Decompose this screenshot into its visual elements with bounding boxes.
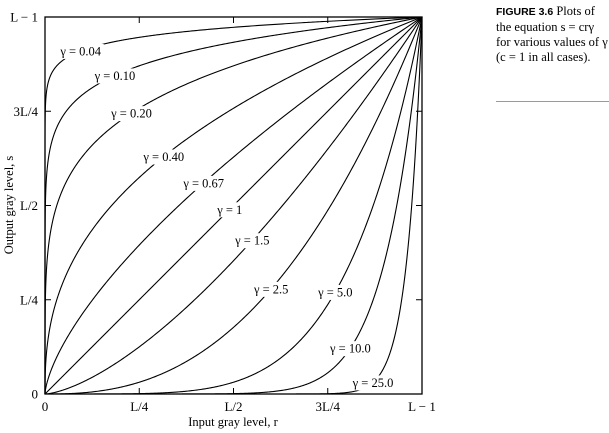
gamma-label: γ = 1.5 xyxy=(234,234,269,248)
gamma-label-background xyxy=(250,281,291,297)
gamma-label-group: γ = 0.04 γ = 0.10 γ = 0.20 γ = 0.40 γ = 0.67… xyxy=(57,43,396,391)
gamma-label-background xyxy=(180,175,227,191)
y-tick-label: L − 1 xyxy=(10,10,38,25)
x-tick-label: L/4 xyxy=(130,399,149,414)
caption-figure-number: FIGURE 3.6 xyxy=(496,6,554,18)
y-tick-label: L/4 xyxy=(20,292,39,307)
gamma-label: γ = 10.0 xyxy=(329,342,371,356)
gamma-label: γ = 0.10 xyxy=(94,69,136,83)
y-tick-label: 3L/4 xyxy=(13,104,38,119)
curve-gamma xyxy=(44,16,423,394)
gamma-curves-chart: γ = 0.04 γ = 0.10 γ = 0.20 γ = 0.40 γ = 0.67… xyxy=(2,10,436,430)
y-axis-title: Output gray level, s xyxy=(2,156,16,255)
figure-caption: FIGURE 3.6 Plots of the equation s = crγ… xyxy=(496,4,608,65)
tick-group: 00 L/4 L/4 L/2 L/2 3L/4 3L/4 L − 1 L − 1 xyxy=(10,10,436,415)
curve-gamma xyxy=(45,16,423,395)
gamma-label-background xyxy=(349,375,396,391)
gamma-label-background xyxy=(140,149,187,165)
gamma-label: γ = 25.0 xyxy=(352,376,394,390)
gamma-label-background xyxy=(327,341,373,357)
gamma-label-background xyxy=(57,43,104,59)
y-tick-label: 0 xyxy=(32,387,39,402)
gamma-label: γ = 0.40 xyxy=(142,150,184,164)
curve-gamma xyxy=(44,16,423,395)
gamma-label-background xyxy=(108,106,154,122)
curve-gamma xyxy=(44,16,423,394)
gamma-label: γ = 0.04 xyxy=(59,44,101,58)
gamma-label: γ = 0.20 xyxy=(110,107,152,121)
curve-gamma xyxy=(44,16,423,394)
x-axis-title: Input gray level, r xyxy=(188,415,278,429)
x-tick-label: 0 xyxy=(42,399,49,414)
caption-divider xyxy=(496,101,609,102)
gamma-label-background xyxy=(214,202,245,218)
x-tick-label: 3L/4 xyxy=(315,399,340,414)
gamma-label: γ = 1 xyxy=(216,203,242,217)
gamma-label-background xyxy=(315,284,355,300)
caption-text: Plots of the equation s = crγ for variou… xyxy=(496,4,608,64)
y-tick-label: L/2 xyxy=(20,198,38,213)
gamma-label-background xyxy=(232,233,272,249)
gamma-label: γ = 0.67 xyxy=(182,176,224,190)
x-tick-label: L/2 xyxy=(224,399,242,414)
gamma-label: γ = 2.5 xyxy=(253,282,288,296)
curve-gamma xyxy=(44,16,423,394)
gamma-label: γ = 5.0 xyxy=(317,285,352,299)
x-tick-label: L − 1 xyxy=(408,399,436,414)
gamma-label-background xyxy=(91,68,138,84)
